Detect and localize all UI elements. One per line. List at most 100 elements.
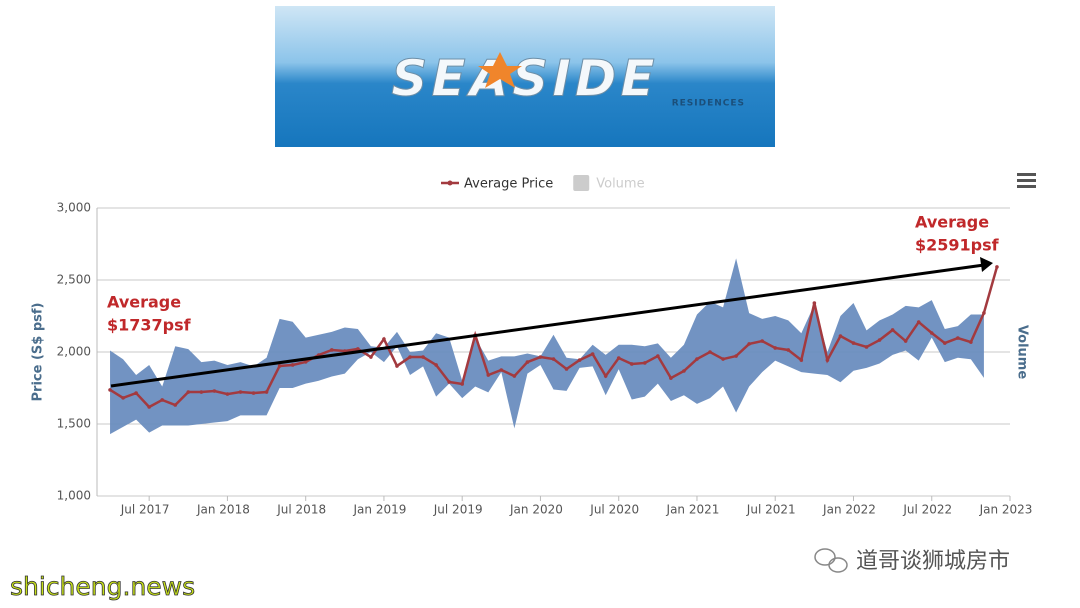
point — [525, 360, 530, 364]
x-tick-label: Jan 2020 — [509, 503, 563, 517]
point — [460, 382, 465, 386]
wechat-icon — [814, 548, 848, 573]
logo-star — [478, 52, 522, 88]
point — [982, 311, 986, 315]
point — [590, 352, 595, 356]
point — [290, 363, 295, 367]
point — [382, 337, 386, 341]
point — [173, 403, 178, 407]
point — [747, 342, 751, 346]
x-tick-label: Jan 2023 — [979, 503, 1033, 517]
y2-axis-title: Volume — [1015, 325, 1030, 380]
point — [551, 357, 556, 361]
point — [708, 350, 712, 354]
x-tick-label: Jul 2022 — [902, 503, 952, 517]
trend-arrow — [110, 263, 985, 388]
annotation: Average — [915, 213, 989, 232]
point — [851, 341, 856, 345]
point — [303, 360, 308, 364]
point — [108, 388, 112, 392]
point — [864, 345, 869, 349]
legend-symbol — [573, 175, 590, 191]
point — [212, 389, 217, 393]
point — [251, 391, 256, 395]
legend: Average Price Volume — [441, 175, 645, 192]
arrow-head — [980, 257, 993, 272]
point — [890, 328, 895, 332]
point — [760, 339, 764, 343]
point — [434, 363, 438, 367]
point — [329, 348, 334, 352]
x-tick-label: Jul 2017 — [120, 503, 170, 517]
y-tick-label: 3,000 — [57, 201, 91, 215]
plot: 1,000 1,500 2,000 2,500 3,000 Jul 2017 Jan 201… — [57, 201, 1033, 517]
point — [395, 364, 399, 368]
point — [916, 320, 921, 324]
point — [669, 376, 673, 380]
legend-label[interactable]: Average Price — [464, 177, 553, 192]
point — [238, 390, 243, 394]
point — [695, 357, 699, 361]
point — [956, 336, 960, 340]
logo-title: SEASIDE — [391, 50, 658, 108]
point — [616, 356, 621, 360]
point — [486, 373, 491, 377]
logo-background — [275, 6, 775, 147]
y-axis-title: Price (S$ psf) — [31, 303, 46, 402]
point — [538, 355, 543, 359]
point — [995, 265, 999, 269]
annotation: $2591psf — [915, 236, 1000, 255]
point — [356, 347, 360, 351]
legend-label[interactable]: Volume — [596, 177, 644, 192]
point — [825, 358, 830, 362]
x-tick-label: Jul 2021 — [746, 503, 796, 517]
point — [369, 355, 373, 359]
point — [264, 390, 269, 394]
point — [421, 355, 425, 359]
x-tick-label: Jan 2018 — [196, 503, 250, 517]
point — [877, 338, 882, 342]
x-tick-label: Jul 2020 — [589, 503, 639, 517]
point — [721, 357, 725, 361]
watermark: shicheng.news — [10, 572, 195, 601]
point — [186, 390, 191, 394]
point — [225, 392, 230, 396]
y-tick-label: 1,000 — [57, 489, 91, 503]
point — [969, 340, 973, 344]
point — [786, 348, 791, 352]
legend-symbol — [447, 180, 453, 186]
point — [603, 374, 608, 378]
point — [564, 367, 569, 371]
logo: SEASIDE RESIDENCES — [275, 6, 775, 147]
point — [121, 396, 125, 400]
watermark: 道哥谈狮城房市 — [856, 549, 1010, 574]
logo-subtitle: RESIDENCES — [672, 99, 745, 109]
point — [277, 364, 282, 368]
y-tick-label: 2,000 — [57, 345, 91, 359]
point — [134, 391, 138, 395]
point — [147, 405, 151, 409]
point — [942, 341, 947, 345]
x-tick-label: Jul 2018 — [276, 503, 326, 517]
point — [512, 374, 517, 378]
point — [656, 354, 660, 358]
point — [408, 355, 412, 359]
x-tick-label: Jan 2022 — [822, 503, 876, 517]
point — [447, 380, 451, 384]
point — [903, 339, 908, 343]
x-tick-label: Jul 2019 — [433, 503, 483, 517]
menu-icon[interactable] — [1017, 173, 1036, 188]
annotation: Average — [107, 293, 181, 312]
point — [734, 354, 738, 358]
point — [577, 358, 582, 362]
point — [343, 349, 347, 353]
point — [838, 334, 843, 338]
x-tick-label: Jan 2019 — [353, 503, 407, 517]
point — [682, 369, 686, 373]
point — [929, 331, 934, 335]
y-tick-label: 1,500 — [57, 417, 91, 431]
annotation: $1737psf — [107, 316, 192, 335]
x-tick-label: Jan 2021 — [666, 503, 720, 517]
point — [812, 301, 817, 305]
